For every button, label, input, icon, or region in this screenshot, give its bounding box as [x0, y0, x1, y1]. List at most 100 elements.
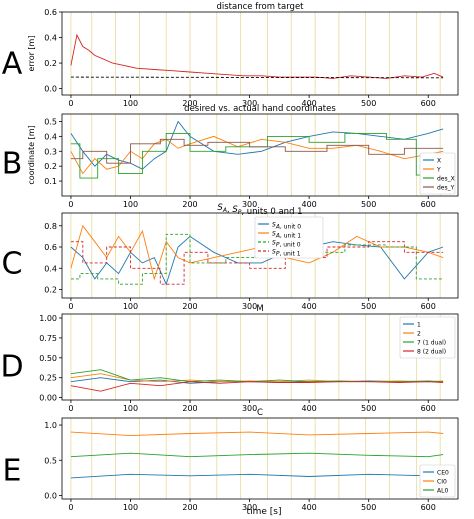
- panel-E: E C 0.0 0.5 1.0 0 100 200 300 400 500 600 CE0 CI0 AL0: [3, 408, 459, 512]
- series-line: [70, 369, 444, 383]
- legend-label: X: [437, 158, 441, 165]
- y-tick-label: 0.4: [44, 34, 57, 43]
- panel-letter: C: [2, 247, 23, 282]
- x-tick-label: 400: [301, 99, 316, 108]
- x-tick-label: 100: [123, 302, 138, 311]
- y-tick-label: 0.8: [44, 222, 57, 231]
- y-tick-label: 0.1: [44, 177, 57, 186]
- x-tick-label: 600: [421, 404, 436, 413]
- x-tick-label: 500: [361, 404, 376, 413]
- x-tick-label: 0: [68, 302, 73, 311]
- series-line: [70, 473, 444, 479]
- x-tick-label: 100: [123, 200, 138, 209]
- x-tick-label: 100: [123, 99, 138, 108]
- y-tick-label: 0.50: [39, 354, 57, 363]
- y-tick-label: 0.2: [44, 59, 57, 68]
- y-tick-label: 0.5: [44, 117, 57, 126]
- y-tick-label: 0.0: [44, 85, 57, 94]
- y-tick-label: 0.25: [39, 374, 57, 383]
- legend-label: CE0: [437, 470, 449, 477]
- legend-label: des_Y: [437, 185, 455, 192]
- x-tick-label: 300: [242, 503, 257, 512]
- y-tick-label: 0.6: [44, 8, 57, 17]
- series-line: [70, 76, 444, 79]
- panel-letter: E: [3, 454, 22, 489]
- x-tick-label: 400: [301, 404, 316, 413]
- y-tick-label: 0.4: [44, 264, 57, 273]
- legend-label: SP, unit 0: [272, 240, 301, 249]
- x-tick-label: 200: [182, 200, 197, 209]
- x-tick-label: 0: [68, 503, 73, 512]
- legend-box: [254, 216, 324, 259]
- legend-box: [399, 316, 456, 359]
- series-line: [70, 233, 444, 285]
- axes-frame: [61, 113, 459, 197]
- y-tick-label: 0.6: [44, 243, 57, 252]
- x-tick-label: 600: [421, 503, 436, 512]
- x-tick-label: 500: [361, 302, 376, 311]
- panel-title: C: [257, 408, 263, 418]
- panel-letter: D: [0, 350, 23, 385]
- y-tick-label: 0.00: [39, 394, 57, 403]
- x-tick-label: 200: [182, 302, 197, 311]
- x-tick-label: 400: [301, 503, 316, 512]
- x-tick-label: 400: [301, 302, 316, 311]
- y-tick-label: 0.0: [44, 491, 57, 500]
- legend-label: 7 (1 dual): [417, 340, 446, 347]
- panel-letter: A: [2, 47, 23, 82]
- axes-frame: [61, 417, 459, 500]
- x-tick-label: 0: [68, 404, 73, 413]
- x-tick-label: 500: [361, 503, 376, 512]
- series-line: [70, 138, 444, 164]
- y-tick-label: 0.4: [44, 132, 57, 141]
- y-tick-label: 1.0: [44, 421, 57, 430]
- x-tick-label: 0: [68, 99, 73, 108]
- y-axis-label: coordinate [m]: [27, 125, 36, 184]
- x-tick-label: 600: [421, 200, 436, 209]
- x-tick-label: 300: [242, 99, 257, 108]
- series-line: [70, 120, 444, 170]
- legend-label: CI0: [437, 479, 447, 486]
- series-line: [70, 135, 444, 175]
- legend-label: Y: [436, 167, 441, 174]
- x-tick-label: 200: [182, 503, 197, 512]
- legend-label: SA, unit 0: [272, 222, 301, 231]
- y-axis-label: error [m]: [27, 36, 36, 72]
- x-tick-label: 400: [301, 200, 316, 209]
- legend: CE0 CI0 AL0: [419, 464, 456, 498]
- series-line: [70, 431, 444, 437]
- legend: SA, unit 0SA, unit 1SP, unit 0SP, unit 1: [254, 216, 324, 259]
- legend-box: [419, 152, 456, 195]
- x-tick-label: 300: [242, 404, 257, 413]
- x-tick-label: 200: [182, 99, 197, 108]
- legend-label: SA, unit 1: [272, 231, 301, 240]
- y-tick-label: 0.2: [44, 162, 57, 171]
- legend-label: SP, unit 1: [272, 249, 301, 258]
- x-tick-label: 300: [242, 200, 257, 209]
- series-line: [70, 373, 444, 383]
- series-line: [70, 452, 444, 458]
- series-line: [70, 241, 444, 285]
- x-tick-label: 100: [123, 503, 138, 512]
- y-tick-label: 0.2: [44, 286, 57, 295]
- series-line: [70, 33, 444, 79]
- x-axis-label: time [s]: [247, 507, 282, 517]
- x-tick-label: 600: [421, 99, 436, 108]
- legend-label: 2: [417, 331, 421, 338]
- legend-label: 1: [417, 322, 421, 329]
- panel-title: desired vs. actual hand coordinates: [184, 104, 336, 114]
- panel-D: D M 0.00 0.25 0.50 0.75 1.00 0 100 200 300 400 500 60…: [0, 304, 459, 413]
- legend-box: [419, 464, 456, 498]
- y-tick-label: 0.3: [44, 147, 57, 156]
- x-tick-label: 0: [68, 200, 73, 209]
- x-tick-label: 500: [361, 200, 376, 209]
- legend-label: 8 (2 dual): [417, 349, 446, 356]
- panel-letter: B: [2, 147, 23, 182]
- axes-frame: [61, 212, 459, 299]
- series-line: [70, 132, 444, 179]
- x-tick-label: 600: [421, 302, 436, 311]
- panel-title: distance from target: [216, 2, 304, 12]
- x-tick-label: 500: [361, 99, 376, 108]
